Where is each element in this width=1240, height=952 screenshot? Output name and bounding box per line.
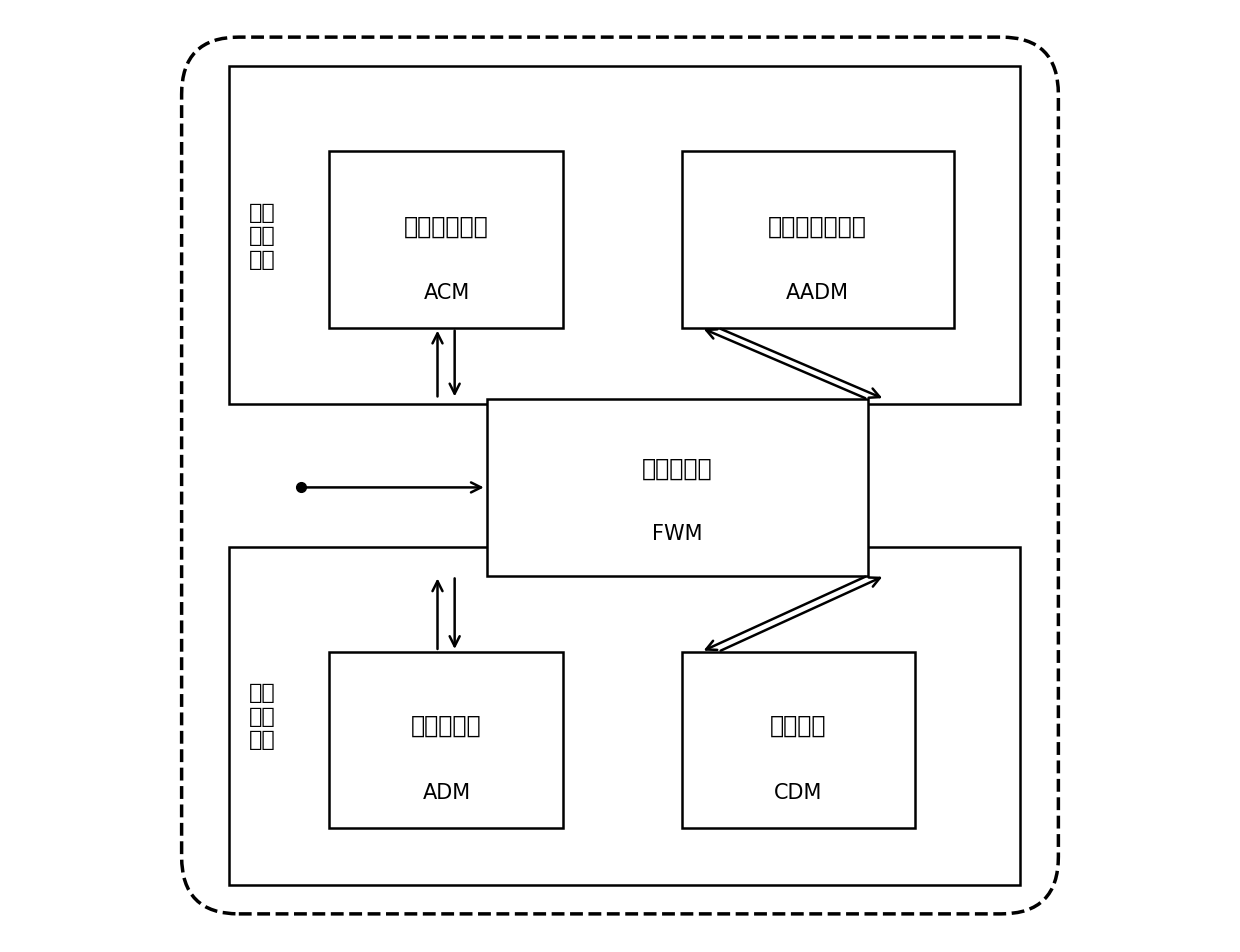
Text: 蓄能器助力模式: 蓄能器助力模式: [768, 214, 867, 239]
Text: ADM: ADM: [423, 783, 471, 802]
Text: CDM: CDM: [774, 783, 822, 802]
FancyBboxPatch shape: [330, 652, 563, 828]
FancyBboxPatch shape: [682, 152, 954, 328]
Text: 开式
液压
回路: 开式 液压 回路: [249, 203, 277, 269]
FancyBboxPatch shape: [229, 547, 1021, 885]
Text: 闭式
液压
回路: 闭式 液压 回路: [249, 683, 277, 749]
Text: AADM: AADM: [786, 283, 848, 302]
FancyBboxPatch shape: [330, 152, 563, 328]
FancyBboxPatch shape: [682, 652, 915, 828]
Text: ACM: ACM: [423, 283, 470, 302]
Text: FWM: FWM: [652, 524, 702, 543]
Text: 主动充能模式: 主动充能模式: [404, 214, 489, 239]
Text: 泵助力模式: 泵助力模式: [412, 713, 482, 738]
Text: 自由轮模式: 自由轮模式: [642, 456, 713, 481]
Text: 蟒行模式: 蟒行模式: [770, 713, 827, 738]
FancyBboxPatch shape: [486, 400, 868, 576]
FancyBboxPatch shape: [229, 67, 1021, 405]
